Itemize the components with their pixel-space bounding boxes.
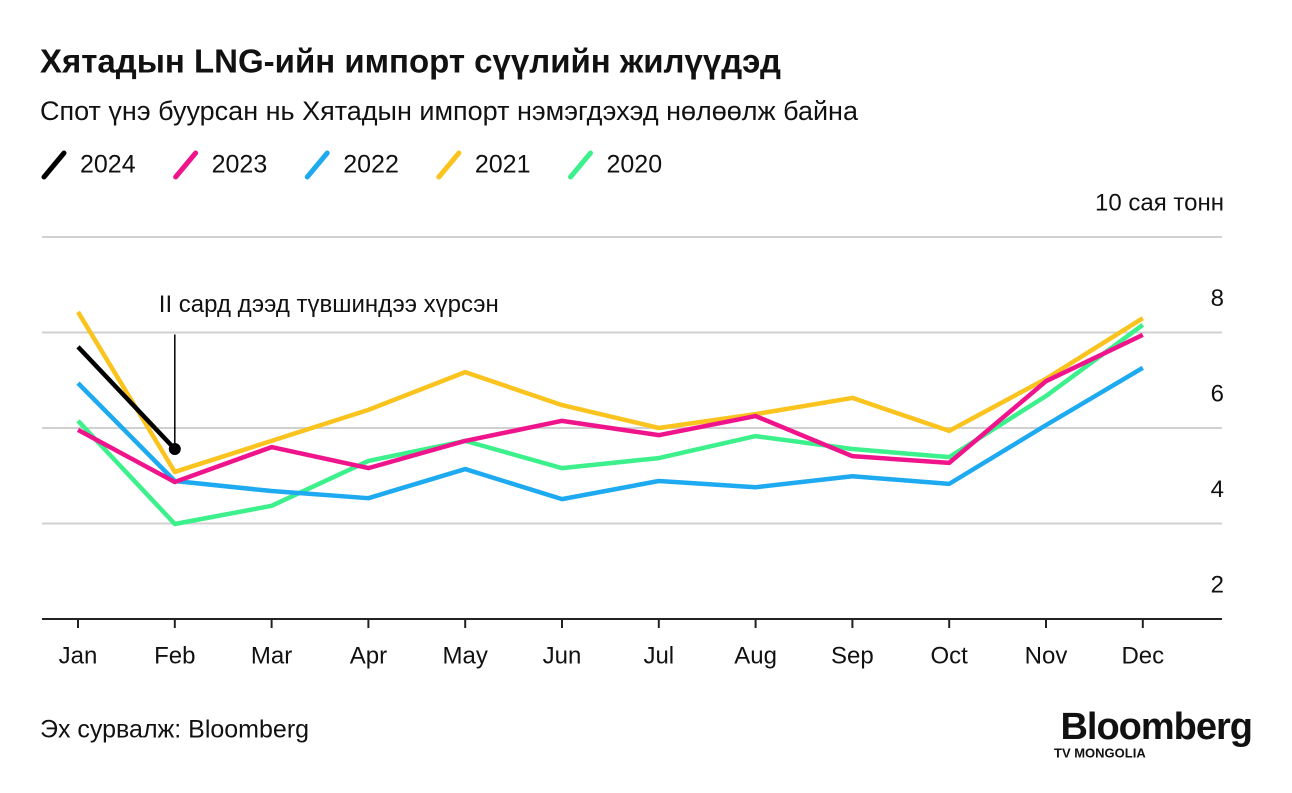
x-tick-label: Jan <box>59 642 98 669</box>
x-tick-label: Mar <box>251 642 292 669</box>
x-tick-label: Apr <box>350 642 387 669</box>
y-tick-label: 10 сая тонн <box>1095 189 1224 216</box>
legend-swatch <box>41 150 67 180</box>
line-series <box>76 345 177 451</box>
legend-label: 2023 <box>212 151 268 179</box>
line-series <box>76 323 1145 527</box>
x-tick-label: Jul <box>643 642 674 669</box>
source: Эх сурвалж: Bloomberg <box>40 716 309 744</box>
legend-swatch <box>568 150 593 180</box>
x-tick-label: Jun <box>543 642 582 669</box>
x-tick-label: May <box>443 642 488 669</box>
x-tick-label: Feb <box>154 642 195 669</box>
chart-title: Хятадын LNG-ийн импорт сүүлийн жилүүдэд <box>40 43 781 80</box>
legend-label: 2021 <box>475 151 531 179</box>
y-tick-label: 2 <box>1211 571 1224 598</box>
legend-label: 2020 <box>607 151 663 179</box>
logo-sub: TV MONGOLIA <box>1054 745 1146 760</box>
annotation: II сард дээд түвшиндээ хүрсэн <box>159 291 499 318</box>
logo: Bloomberg <box>1060 706 1252 748</box>
line-series <box>76 332 1144 485</box>
annotation-dot <box>168 443 181 456</box>
line-series <box>76 365 1144 502</box>
legend-label: 2022 <box>343 151 399 179</box>
x-tick-label: Sep <box>831 642 874 669</box>
x-tick-label: Dec <box>1121 642 1164 669</box>
x-tick-label: Nov <box>1025 642 1068 669</box>
chart-subtitle: Спот үнэ буурсан нь Хятадын импорт нэмэг… <box>40 96 859 126</box>
legend-swatch <box>304 150 330 180</box>
legend-swatch <box>173 150 199 180</box>
y-tick-label: 8 <box>1211 285 1224 312</box>
x-tick-label: Oct <box>931 642 969 669</box>
legend-label: 2024 <box>80 151 136 179</box>
x-tick-label: Aug <box>734 642 777 669</box>
line-series <box>76 310 1144 475</box>
y-tick-label: 6 <box>1211 380 1224 407</box>
y-tick-label: 4 <box>1211 476 1224 503</box>
legend-swatch <box>436 150 462 180</box>
